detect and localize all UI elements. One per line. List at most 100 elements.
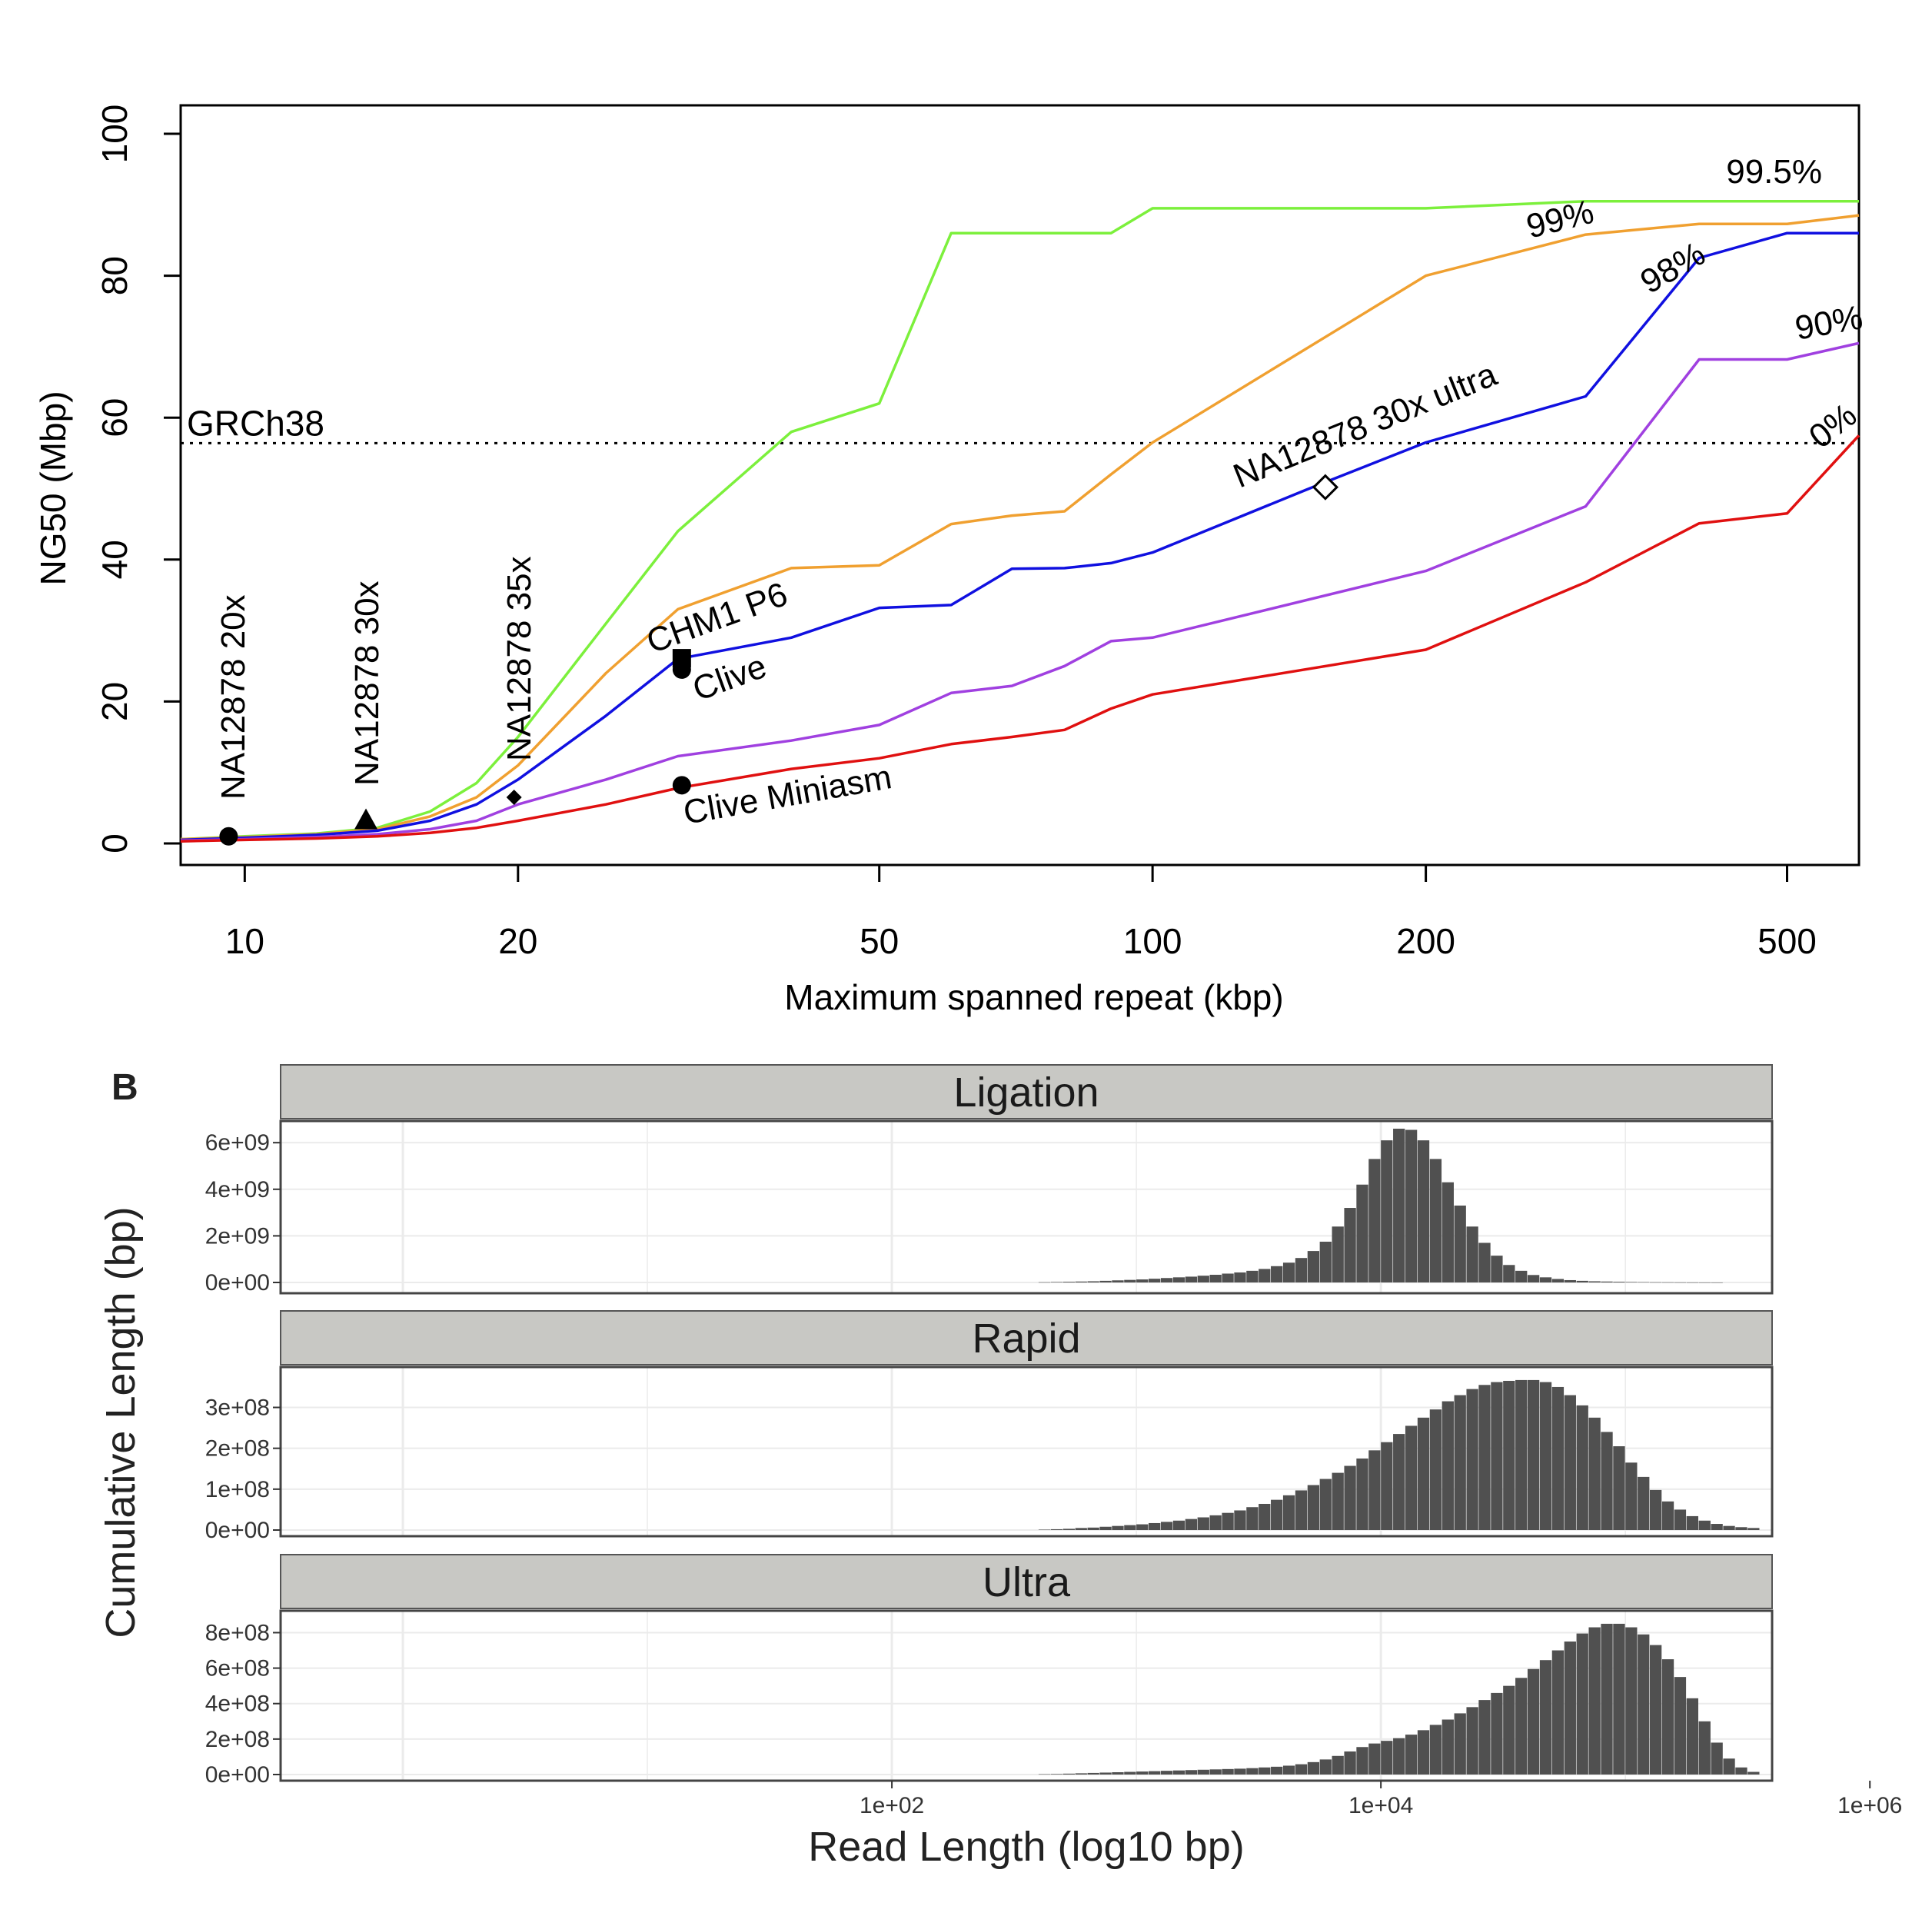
histogram-bar [1209, 1275, 1222, 1282]
histogram-bar [1197, 1517, 1209, 1530]
histogram-bar [1442, 1401, 1454, 1530]
histogram-bar [1429, 1159, 1442, 1282]
histogram-bar [1136, 1771, 1149, 1775]
histogram-bar [1405, 1425, 1418, 1530]
histogram-bar [1551, 1386, 1565, 1530]
histogram-bar [1711, 1742, 1723, 1775]
histogram-bar [1099, 1280, 1112, 1282]
histogram-bar [1576, 1405, 1588, 1530]
histogram-bar [1259, 1269, 1271, 1282]
histogram-bar [1038, 1282, 1051, 1283]
facet-strip-label: Ligation [953, 1069, 1099, 1116]
y-tick-label: 100 [95, 105, 135, 164]
histogram-bar [1723, 1758, 1735, 1775]
histogram-bar [1393, 1738, 1405, 1775]
histogram-bar [1527, 1275, 1540, 1282]
histogram-bar [1197, 1276, 1209, 1282]
histogram-bar [1466, 1389, 1478, 1530]
x-tick-label: 200 [1396, 921, 1455, 961]
histogram-bar [1491, 1382, 1503, 1530]
y-axis-title: Cumulative Length (bp) [98, 1206, 144, 1638]
histogram-bar [1564, 1641, 1576, 1775]
histogram-bar [1136, 1524, 1149, 1530]
y-tick-label: 0 [95, 833, 135, 853]
histogram-bar [1075, 1528, 1087, 1530]
histogram-bar [1539, 1660, 1552, 1775]
histogram-bar [1661, 1501, 1674, 1530]
histogram-bar [1515, 1270, 1528, 1282]
histogram-bar [1124, 1279, 1136, 1282]
curve-label-90: 90% [1792, 298, 1865, 348]
histogram-bar [1393, 1129, 1405, 1282]
histogram-bar [1087, 1527, 1099, 1530]
facet-ultra: Ultra 0e+00 2e+08 4e+08 6e+08 8e+08 [205, 1554, 1774, 1788]
data-marker [672, 660, 691, 679]
histogram-bar [1527, 1379, 1540, 1530]
histogram-bar [1381, 1442, 1393, 1530]
read-length-histograms: B Ligation 0e+00 2e+09 4e+09 6e+09 Rapid 0e+00… [98, 1064, 1902, 1870]
y-tick-label: 0e+00 [205, 1518, 270, 1543]
y-axis-title: NG50 (Mbp) [33, 391, 73, 585]
histogram-bar [1149, 1279, 1161, 1282]
histogram-bar [1564, 1279, 1576, 1282]
histogram-bar [1381, 1140, 1393, 1282]
histogram-bar [1649, 1489, 1662, 1530]
histogram-bar [1515, 1379, 1528, 1530]
histogram-bar [1454, 1206, 1466, 1282]
histogram-bar [1099, 1526, 1112, 1530]
histogram-bar [1515, 1678, 1528, 1775]
histogram-bar [1160, 1771, 1173, 1775]
y-tick-label: 2e+09 [205, 1223, 270, 1249]
x-tick-label: 1e+04 [1348, 1793, 1413, 1818]
histogram-bar [1307, 1485, 1320, 1530]
histogram-bar [1491, 1692, 1503, 1775]
histogram-bar [1454, 1713, 1466, 1775]
histogram-bar [1442, 1182, 1454, 1282]
histogram-bar [1282, 1495, 1295, 1530]
histogram-bar [1246, 1270, 1259, 1282]
histogram-bar [1564, 1395, 1576, 1530]
histogram-bar [1588, 1627, 1601, 1775]
histogram-bar [1686, 1515, 1698, 1530]
y-tick-label: 4e+09 [205, 1177, 270, 1203]
y-tick-label: 20 [95, 682, 135, 721]
histogram-bar [1282, 1262, 1295, 1282]
facet-background [281, 1121, 1772, 1293]
x-tick-label: 1e+06 [1837, 1793, 1902, 1818]
histogram-bar [1319, 1479, 1332, 1530]
histogram-bar [1062, 1773, 1075, 1775]
histogram-bar [1466, 1226, 1478, 1282]
histogram-bar [1344, 1751, 1356, 1775]
histogram-bar [1393, 1434, 1405, 1530]
histogram-bar [1099, 1772, 1112, 1775]
histogram-bar [1747, 1771, 1760, 1775]
histogram-bar [1674, 1282, 1687, 1283]
histogram-bar [1185, 1519, 1198, 1530]
histogram-bar [1112, 1525, 1124, 1530]
histogram-bar [1638, 1282, 1650, 1283]
histogram-bar [1087, 1281, 1099, 1282]
x-tick-label: 500 [1757, 921, 1817, 961]
histogram-bar [1050, 1774, 1063, 1775]
histogram-bar [1429, 1409, 1442, 1530]
histogram-bar [1601, 1623, 1613, 1775]
histogram-bar [1246, 1768, 1259, 1775]
histogram-bar [1295, 1490, 1308, 1530]
histogram-bar [1136, 1279, 1149, 1282]
annotation-label: Clive [688, 647, 772, 708]
y-tick-label: 4e+08 [205, 1691, 270, 1717]
histogram-bar [1271, 1499, 1283, 1530]
histogram-bar [1160, 1278, 1173, 1282]
histogram-bar [1649, 1645, 1662, 1775]
histogram-bar [1661, 1659, 1674, 1775]
annotation-label: NA12878 35x [500, 556, 538, 761]
histogram-bar [1332, 1755, 1344, 1775]
histogram-bar [1747, 1528, 1760, 1530]
histogram-bar [1466, 1707, 1478, 1775]
histogram-bar [1332, 1226, 1344, 1282]
histogram-bar [1271, 1266, 1283, 1282]
y-tick-label: 2e+08 [205, 1727, 270, 1752]
ng50-line-chart: 0 20 40 60 80 100 10 20 50 100 200 500 Maximum spann… [33, 104, 1865, 1017]
